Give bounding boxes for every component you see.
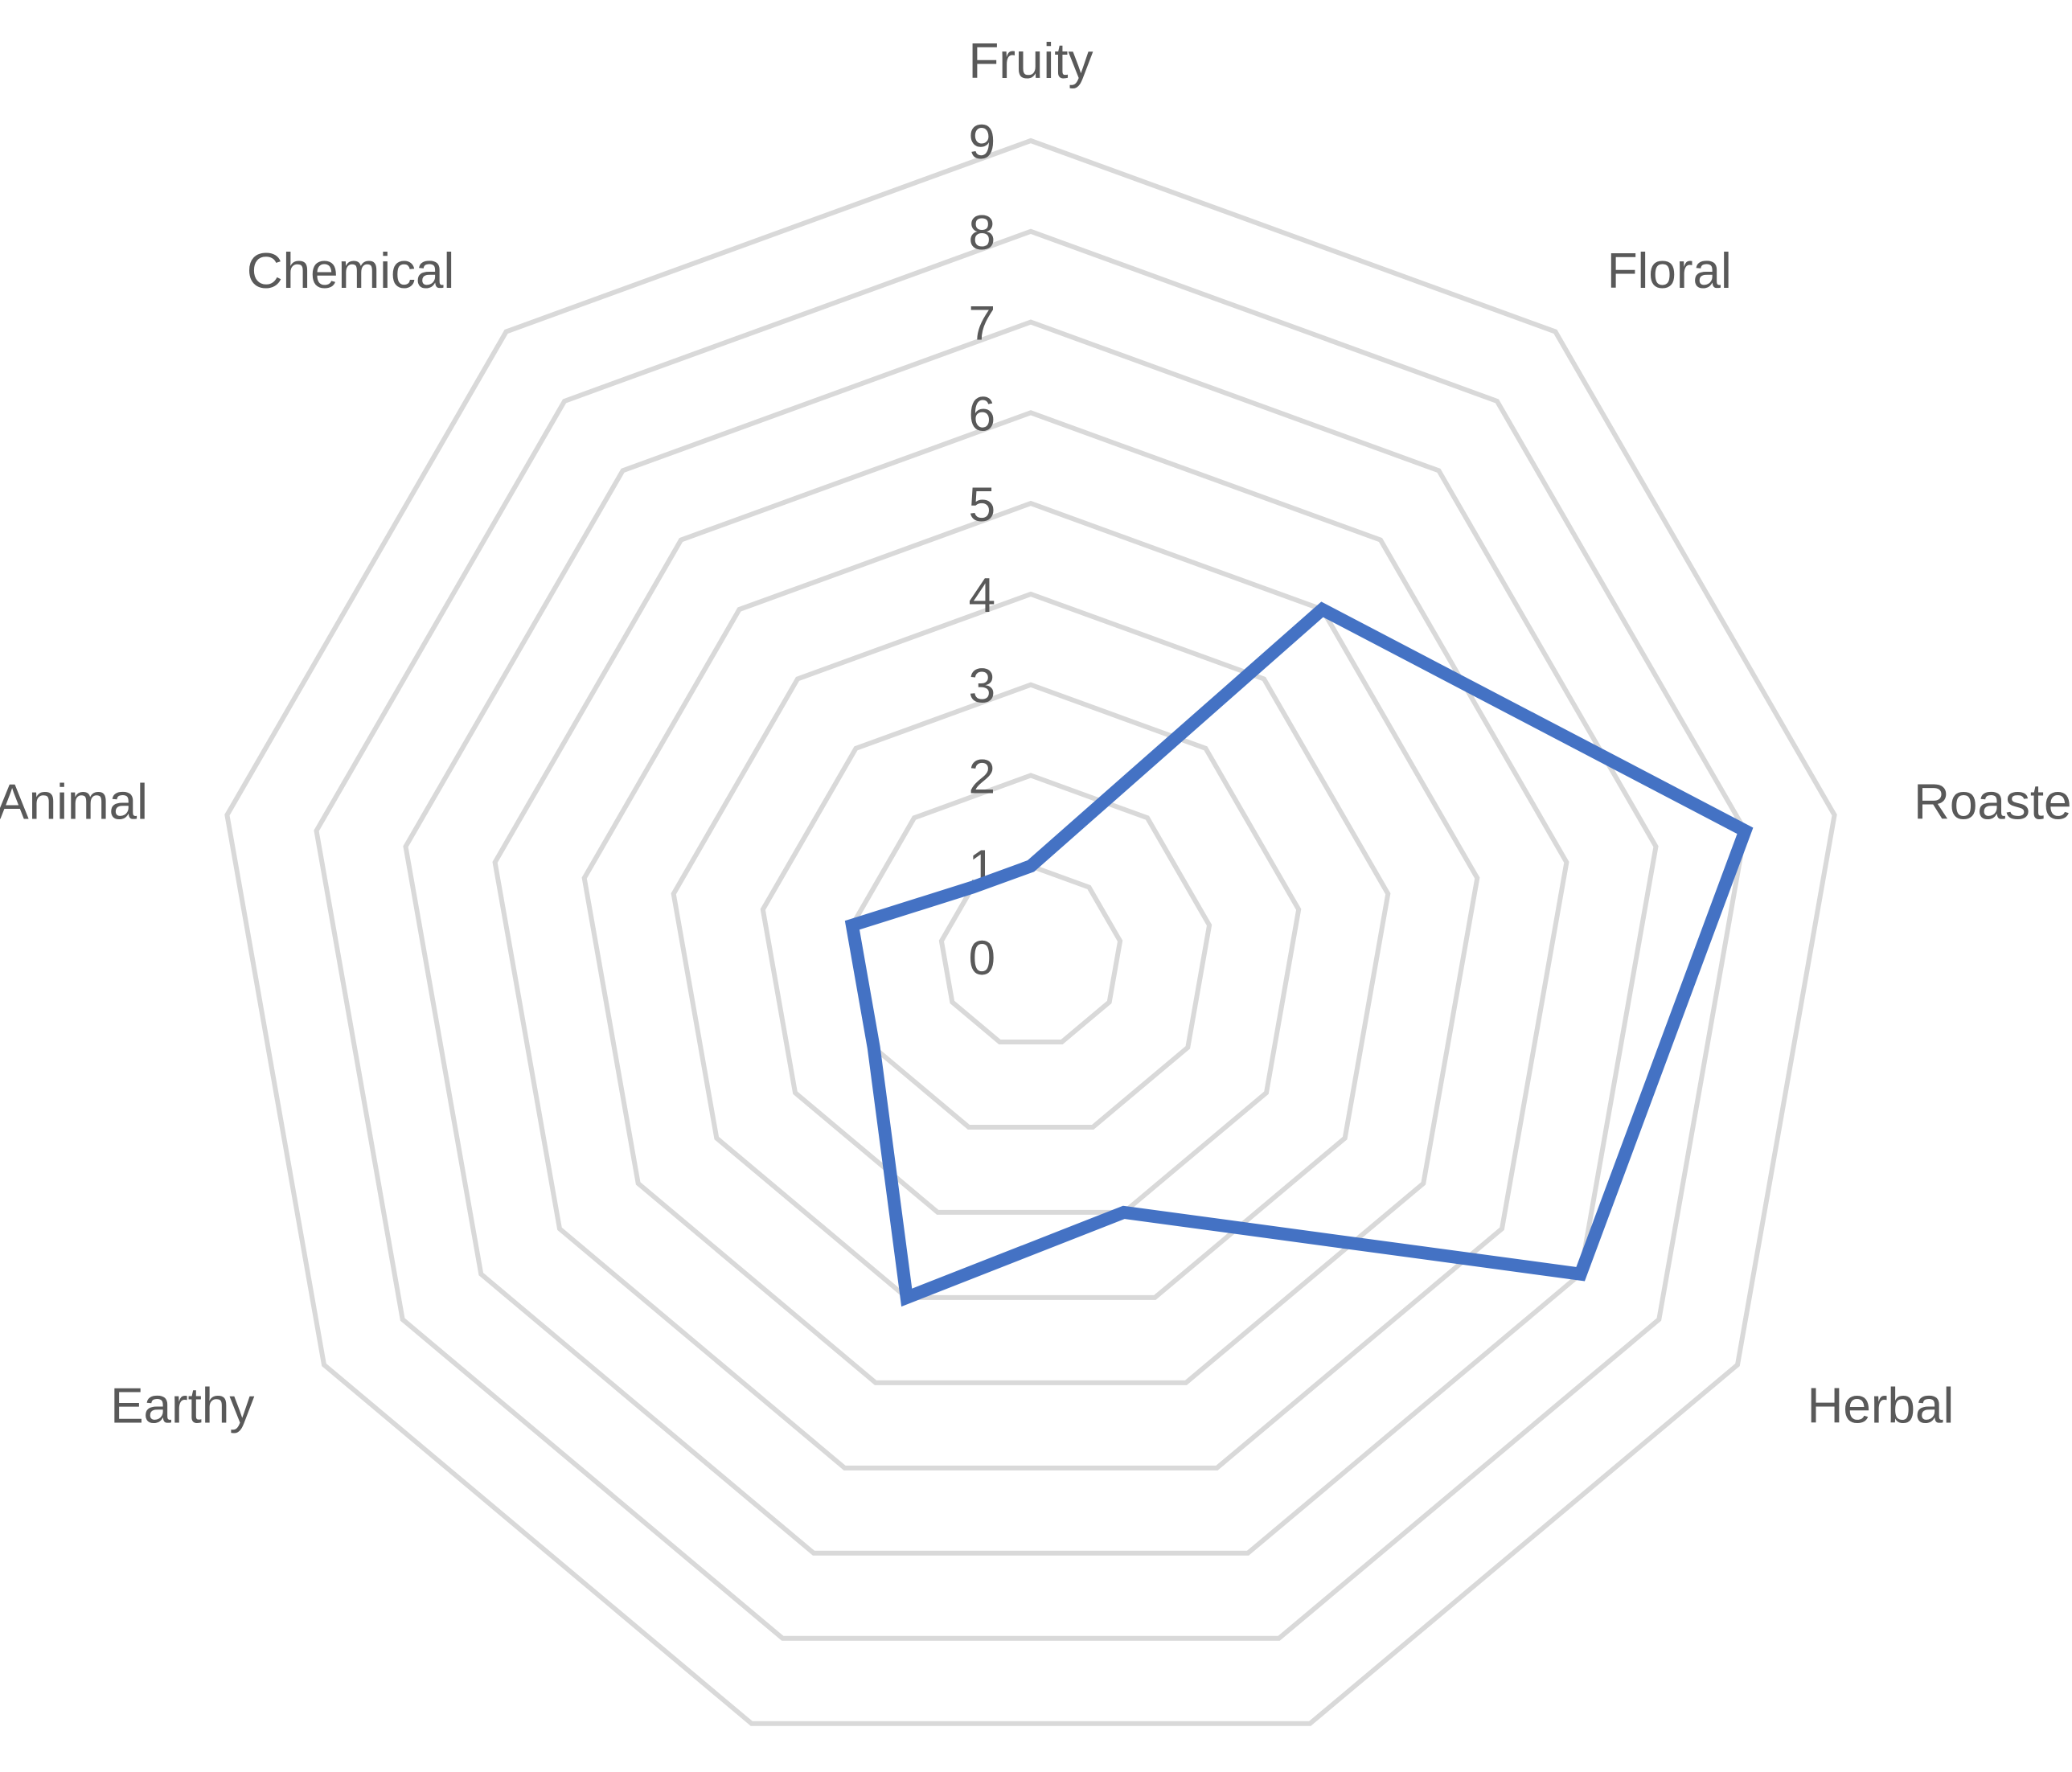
data-point-chemical: [972, 887, 974, 888]
grid-ring-3: [760, 682, 1302, 1215]
grid-ring-7: [403, 319, 1659, 1556]
tick-label-4: 4: [969, 568, 995, 622]
category-label-floral: Floral: [1607, 244, 1732, 299]
tick-label-7: 7: [969, 297, 995, 351]
data-point-vegetable: [906, 1297, 908, 1298]
data-point-woody: [1123, 1212, 1125, 1213]
tick-label-8: 8: [969, 206, 995, 260]
data-point-animal: [851, 925, 853, 926]
tick-label-3: 3: [969, 659, 995, 713]
grid-ring-5: [581, 500, 1480, 1385]
grid-ring-6: [492, 410, 1569, 1471]
grid-ring-9: [224, 137, 1837, 1726]
data-point-earthy: [873, 1047, 875, 1048]
data-point-roasted: [1745, 830, 1746, 831]
grid-ring-1: [938, 863, 1123, 1044]
series-line-0: [844, 601, 1754, 1307]
tick-label-2: 2: [969, 749, 995, 803]
category-label-herbal: Herbal: [1807, 1379, 1955, 1434]
category-label-fruity: Fruity: [969, 34, 1093, 89]
tick-label-0: 0: [969, 931, 995, 985]
tick-label-5: 5: [969, 478, 995, 531]
category-label-roasted: Roasted: [1914, 774, 2072, 830]
category-label-chemical: Chemical: [247, 244, 454, 299]
grid-ring-2: [849, 773, 1212, 1130]
grid-ring-4: [671, 591, 1391, 1300]
category-layer: FruityFloralRoastedHerbalWoodyVegetableE…: [0, 34, 2072, 1434]
data-point-floral: [1322, 609, 1323, 610]
tick-label-6: 6: [969, 387, 995, 441]
tick-label-9: 9: [969, 115, 995, 169]
series-layer: [844, 601, 1754, 1307]
category-label-animal: Animal: [0, 774, 148, 830]
data-point-herbal: [1580, 1274, 1582, 1275]
category-label-earthy: Earthy: [110, 1379, 254, 1434]
data-point-fruity: [1030, 865, 1032, 867]
grid-layer: [224, 137, 1837, 1726]
grid-ring-8: [314, 228, 1748, 1641]
